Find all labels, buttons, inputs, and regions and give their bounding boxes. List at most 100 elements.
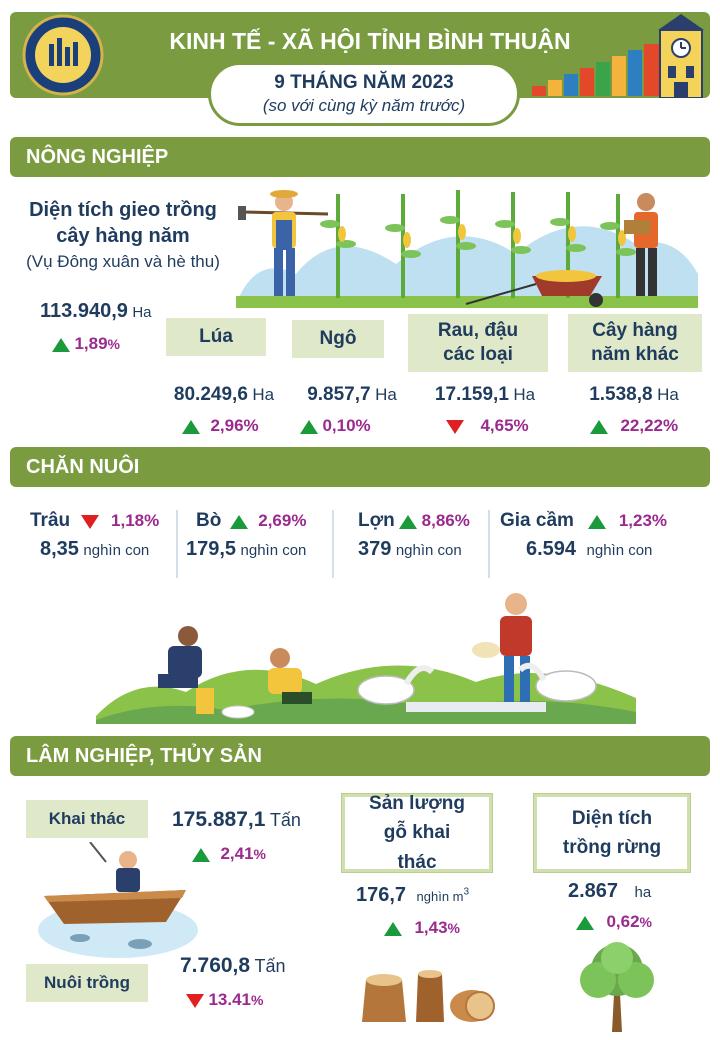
crop-change-other: 22,22% bbox=[590, 416, 678, 436]
total-area: 113.940,9 Ha bbox=[40, 300, 180, 323]
cattle-unit: nghìn con bbox=[240, 542, 307, 559]
buffalo-pct: 1,18% bbox=[111, 511, 160, 530]
fisherman-boat-icon bbox=[36, 841, 200, 960]
pig-value: 379 bbox=[358, 538, 392, 560]
up-arrow-icon bbox=[229, 514, 248, 529]
buffalo-label: Trâu bbox=[30, 510, 71, 531]
total-area-change: 1,89% bbox=[52, 334, 120, 354]
up-arrow-icon bbox=[300, 419, 318, 434]
catch-change: 2,41% bbox=[192, 844, 266, 864]
livestock-cattle: Bò 2,69% 179,5 nghìn con bbox=[180, 510, 334, 578]
catch-value-row: 175.887,1 Tấn bbox=[172, 808, 301, 832]
wood-unit-sup: 3 bbox=[463, 886, 470, 898]
total-area-pct-sign: % bbox=[107, 336, 120, 352]
wood-value-row: 176,7 nghìn m3 bbox=[356, 884, 469, 907]
crop-corn-value: 9.857,7 bbox=[307, 384, 371, 405]
crop-label-vegetables: Rau, đậu các loại bbox=[408, 314, 548, 372]
crop-value-vegetables: 17.159,1 Ha bbox=[420, 384, 550, 406]
section-agriculture: NÔNG NGHIỆP bbox=[10, 137, 710, 177]
livestock-buffalo: Trâu 1,18% 8,35 nghìn con bbox=[14, 510, 178, 578]
poultry-value: 6.594 bbox=[526, 538, 577, 560]
catch-label: Khai thác bbox=[26, 800, 148, 838]
farm-unit: Tấn bbox=[254, 956, 286, 976]
forest-value-row: 2.867 ha bbox=[568, 880, 651, 903]
cattle-value: 179,5 bbox=[186, 538, 237, 560]
farm-pct: 13.41 bbox=[208, 990, 251, 1009]
crop-rice-unit: Ha bbox=[252, 385, 275, 404]
up-arrow-icon bbox=[588, 514, 607, 529]
clock-tower-icon bbox=[652, 14, 710, 99]
pig-label: Lợn bbox=[358, 510, 395, 531]
up-arrow-icon bbox=[384, 921, 402, 936]
down-arrow-icon bbox=[446, 419, 464, 434]
area-title-line1: Diện tích gieo trồng bbox=[29, 199, 217, 221]
poultry-label: Gia cầm bbox=[500, 510, 574, 531]
section-livestock: CHĂN NUÔI bbox=[10, 447, 710, 487]
crop-other-unit: Ha bbox=[657, 385, 679, 404]
up-arrow-icon bbox=[192, 847, 210, 862]
wood-pct: 1,43 bbox=[414, 918, 448, 937]
forest-label: Diện tích trồng rừng bbox=[534, 794, 690, 872]
crop-change-vegetables: 4,65% bbox=[446, 416, 529, 436]
pig-unit: nghìn con bbox=[395, 542, 462, 559]
catch-value: 175.887,1 bbox=[172, 808, 266, 831]
comparison-note: (so với cùng kỳ năm trước) bbox=[262, 96, 466, 115]
wood-pct-sign: % bbox=[447, 920, 460, 936]
crop-label-corn: Ngô bbox=[292, 320, 384, 358]
crop-corn-pct: 0,10% bbox=[322, 416, 371, 435]
tree-stumps-icon bbox=[356, 966, 496, 1028]
total-area-pct: 1,89 bbox=[74, 334, 108, 353]
tree-icon bbox=[574, 940, 660, 1032]
forest-change: 0,62% bbox=[576, 912, 652, 932]
farm-change: 13.41% bbox=[186, 990, 263, 1010]
crop-corn-unit: Ha bbox=[375, 385, 397, 404]
farm-scene bbox=[236, 184, 698, 308]
area-title: Diện tích gieo trồng cây hàng năm (Vụ Đô… bbox=[12, 197, 234, 275]
crop-label-rice: Lúa bbox=[166, 318, 266, 356]
crop-other-value: 1.538,8 bbox=[589, 384, 653, 405]
catch-pct-sign: % bbox=[253, 846, 266, 862]
farmer-hoe-icon bbox=[238, 190, 329, 296]
farm-pct-sign: % bbox=[251, 992, 264, 1008]
up-arrow-icon bbox=[52, 337, 70, 352]
poultry-pct: 1,23% bbox=[618, 511, 668, 530]
crop-vegetables-pct: 4,65% bbox=[480, 416, 529, 435]
bar-chart-stairs-icon bbox=[532, 40, 662, 96]
crop-vegetables-value: 17.159,1 bbox=[434, 384, 509, 405]
forest-pct-sign: % bbox=[639, 914, 652, 930]
crop-rice-value: 80.249,6 bbox=[173, 384, 248, 405]
statistics-logo bbox=[22, 14, 104, 96]
buffalo-value: 8,35 bbox=[40, 538, 79, 560]
poultry-unit: nghìn con bbox=[586, 542, 653, 559]
farmers-feeding-geese-icon bbox=[96, 588, 636, 724]
farmer-basket-icon bbox=[624, 193, 658, 296]
section-forestry: LÂM NGHIỆP, THỦY SẢN bbox=[10, 736, 710, 776]
wood-value: 176,7 bbox=[356, 884, 407, 906]
crop-value-other: 1.538,8 Ha bbox=[572, 384, 696, 406]
down-arrow-icon bbox=[186, 993, 204, 1008]
crop-change-corn: 0,10% bbox=[300, 416, 371, 436]
pig-pct: 8,86% bbox=[421, 511, 470, 530]
page-title: KINH TẾ - XÃ HỘI TỈNH BÌNH THUẬN bbox=[169, 28, 571, 54]
catch-unit: Tấn bbox=[269, 810, 301, 830]
forest-pct: 0,62 bbox=[606, 912, 640, 931]
farm-value: 7.760,8 bbox=[180, 954, 251, 977]
cattle-label: Bò bbox=[196, 510, 222, 531]
cattle-pct: 2,69% bbox=[258, 511, 307, 530]
corn-field-icon bbox=[320, 190, 636, 298]
farm-label: Nuôi trồng bbox=[26, 964, 148, 1002]
livestock-poultry: Gia cầm 1,23% 6.594 nghìn con bbox=[492, 510, 706, 578]
crop-rice-pct: 2,96% bbox=[210, 416, 259, 435]
up-arrow-icon bbox=[576, 915, 594, 930]
up-arrow-icon bbox=[590, 419, 608, 434]
forest-unit: ha bbox=[634, 884, 652, 901]
wood-change: 1,43% bbox=[384, 918, 460, 938]
period-badge: 9 THÁNG NĂM 2023 (so với cùng kỳ năm trư… bbox=[208, 62, 520, 126]
forest-value: 2.867 bbox=[568, 880, 619, 902]
wood-unit: nghìn m bbox=[416, 889, 464, 904]
wheelbarrow-icon bbox=[465, 270, 603, 307]
area-subtitle: (Vụ Đông xuân và hè thu) bbox=[26, 252, 220, 271]
total-area-unit: Ha bbox=[132, 304, 152, 321]
up-arrow-icon bbox=[399, 514, 418, 529]
down-arrow-icon bbox=[80, 514, 99, 529]
